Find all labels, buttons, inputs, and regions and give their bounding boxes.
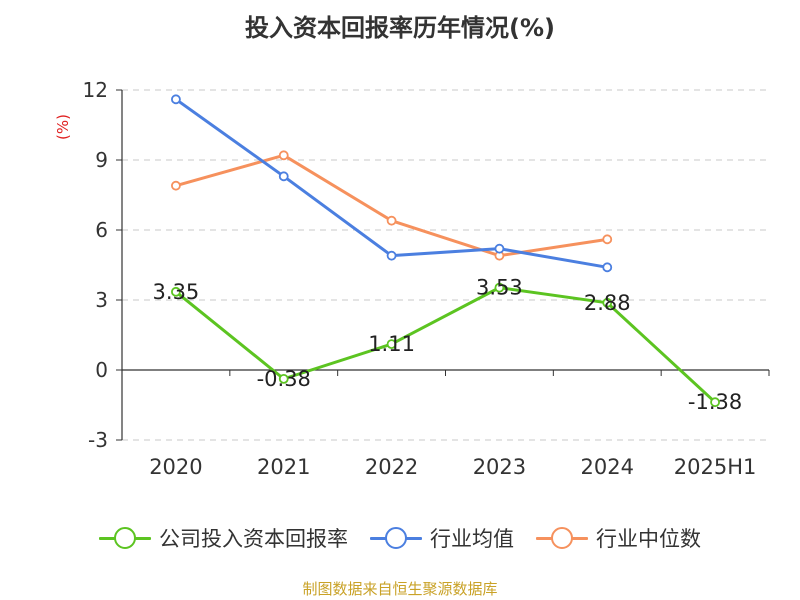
data-label: 2.88	[584, 291, 631, 315]
source-note: 制图数据来自恒生聚源数据库	[302, 580, 498, 598]
chart-legend: 公司投入资本回报率 行业均值 行业中位数	[0, 518, 800, 558]
data-point	[602, 234, 613, 245]
legend-item-industry-mean[interactable]: 行业均值	[370, 523, 514, 553]
legend-swatch-company	[99, 526, 151, 550]
data-point	[278, 171, 289, 182]
y-tick-label: 0	[95, 358, 108, 382]
data-label-layer: 3.35 -0.38 1.11 3.53 2.88 -1.38	[153, 276, 743, 415]
axis-layer: 12 9 6 3 0 -3 2020 2021 2022 2023 2024 2025H1	[83, 78, 770, 479]
data-point	[386, 339, 397, 350]
y-tick-label: 3	[95, 288, 108, 312]
data-point	[602, 262, 613, 273]
data-point	[494, 282, 505, 293]
legend-item-company[interactable]: 公司投入资本回报率	[99, 523, 348, 553]
data-point	[171, 286, 181, 297]
x-tick-label: 2023	[473, 455, 526, 479]
x-tick-label: 2021	[257, 455, 310, 479]
data-point	[278, 150, 289, 161]
data-label: 3.35	[153, 280, 200, 304]
y-tick-label: 6	[95, 218, 108, 242]
x-tick-label: 2024	[581, 455, 634, 479]
series-line	[175, 153, 608, 258]
data-label: -1.38	[688, 390, 742, 414]
legend-label: 行业均值	[430, 527, 514, 551]
data-point	[602, 297, 613, 308]
grid-layer	[122, 89, 769, 441]
series-line	[174, 286, 717, 404]
legend-swatch-industry-mean	[370, 526, 422, 550]
y-axis-label: (%)	[54, 114, 72, 140]
data-label: 3.53	[476, 276, 523, 300]
y-tick-label: 12	[83, 78, 108, 102]
chart-title: 投入资本回报率历年情况(%)	[245, 14, 555, 42]
x-tick-label: 2025H1	[674, 455, 757, 479]
legend-swatch-industry-median	[536, 526, 588, 550]
y-tick-label: 9	[95, 148, 108, 172]
data-point	[386, 215, 397, 226]
x-tick-label: 2020	[149, 455, 202, 479]
series-line	[175, 98, 608, 269]
legend-label: 行业中位数	[596, 527, 701, 551]
legend-item-industry-median[interactable]: 行业中位数	[536, 523, 701, 553]
legend-label: 公司投入资本回报率	[159, 527, 348, 551]
series-layer	[171, 94, 720, 408]
data-point	[171, 94, 181, 105]
data-label: -0.38	[257, 367, 311, 391]
data-point	[494, 243, 505, 254]
x-tick-label: 2022	[365, 455, 418, 479]
data-point	[710, 397, 720, 408]
data-point	[278, 373, 289, 384]
data-point	[386, 250, 397, 261]
data-label: 1.11	[368, 332, 415, 356]
data-point	[171, 180, 181, 191]
y-tick-label: -3	[88, 428, 108, 452]
